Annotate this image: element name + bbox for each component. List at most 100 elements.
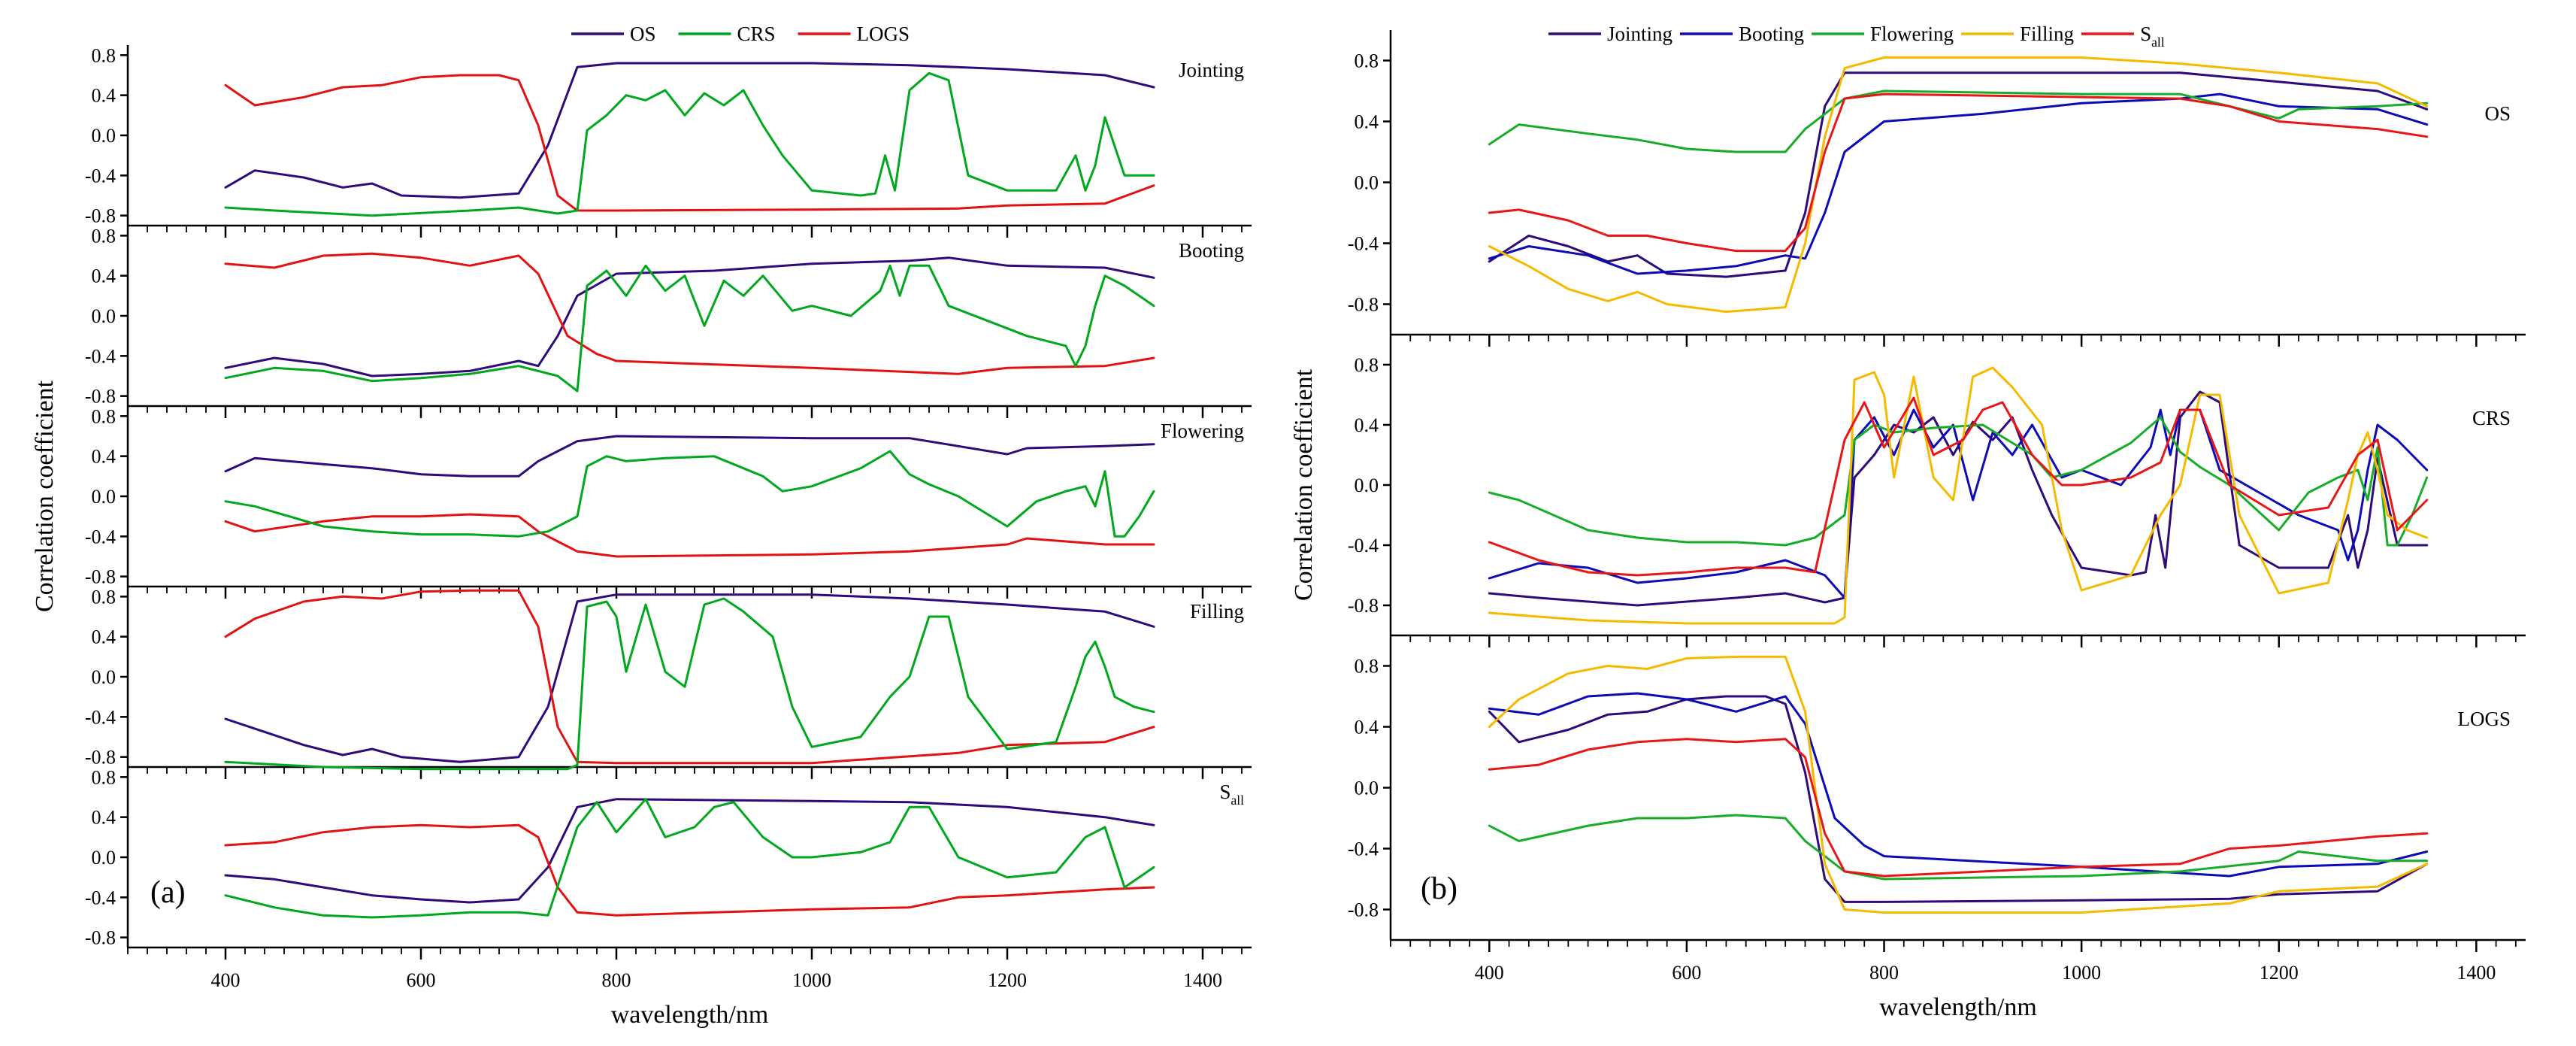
x-axis-title: wavelength/nm: [1879, 993, 2037, 1021]
series-line-b-jointing-logs: [1488, 695, 2429, 903]
legend-label-booting: Booting: [1739, 23, 1804, 45]
series-line-a-logs-booting: [224, 252, 1155, 375]
y-tick-label: 0.0: [92, 125, 117, 147]
series-line-b-booting-crs: [1488, 408, 2429, 599]
y-tick-label: 0.8: [1355, 354, 1379, 376]
legend-label-crs: CRS: [737, 23, 776, 45]
series-line-a-crs-filling: [224, 597, 1155, 771]
x-tick-label: 1200: [2260, 962, 2299, 984]
subplot-label-s-all: Sall: [1219, 781, 1244, 808]
x-tick-label: 400: [1475, 962, 1504, 984]
series-line-b-s-all-crs: [1488, 396, 2429, 577]
y-axis-title: Correlation coefficient: [31, 380, 59, 612]
x-tick-label: 1200: [988, 969, 1027, 991]
x-tick-label: 1000: [792, 969, 831, 991]
y-tick-label: -0.8: [1348, 899, 1379, 921]
y-tick-label: -0.8: [85, 386, 116, 408]
subplot-label-jointing: Jointing: [1179, 59, 1244, 81]
series-line-b-booting-os: [1488, 92, 2429, 275]
series-line-b-flowering-crs: [1488, 416, 2429, 547]
series-line-a-crs-flowering: [224, 450, 1155, 538]
series-line-a-logs-filling: [224, 589, 1155, 765]
panel-tag: (b): [1421, 872, 1458, 906]
y-tick-label: -0.4: [85, 345, 116, 367]
subplot-label-filling: Filling: [1190, 600, 1244, 623]
series-line-a-crs-jointing: [224, 71, 1155, 217]
x-axis-title: wavelength/nm: [611, 1001, 769, 1029]
subplot-label-logs: LOGS: [2457, 708, 2511, 730]
y-tick-label: 0.4: [92, 85, 117, 107]
series-line-a-logs-jointing: [224, 74, 1155, 212]
series-line-a-os-jointing: [224, 62, 1155, 199]
y-tick-label: 0.0: [92, 666, 117, 688]
y-tick-label: 0.4: [1355, 414, 1379, 436]
x-tick-label: 1000: [2062, 962, 2101, 984]
subplot-label-crs: CRS: [2472, 407, 2511, 429]
y-tick-label: -0.8: [1348, 595, 1379, 617]
series-line-b-jointing-crs: [1488, 390, 2429, 607]
y-tick-label: 0.8: [92, 225, 117, 247]
y-tick-label: -0.4: [85, 887, 116, 908]
y-tick-label: 0.0: [92, 486, 117, 508]
x-tick-label: 600: [1672, 962, 1701, 984]
y-tick-label: 0.0: [1355, 474, 1379, 496]
y-tick-label: 0.8: [92, 405, 117, 427]
series-line-b-flowering-logs: [1488, 814, 2429, 881]
series-line-a-logs-s-all: [224, 823, 1155, 917]
y-tick-label: 0.4: [1355, 717, 1379, 738]
legend-label-flowering: Flowering: [1870, 23, 1954, 45]
y-tick-label: 0.0: [1355, 172, 1379, 194]
y-tick-label: -0.4: [1348, 535, 1379, 556]
legend-label-jointing: Jointing: [1607, 23, 1672, 45]
y-tick-label: 0.8: [1355, 656, 1379, 678]
y-tick-label: -0.4: [1348, 838, 1379, 860]
x-tick-label: 400: [211, 969, 241, 991]
y-tick-label: -0.4: [1348, 233, 1379, 255]
series-line-a-logs-flowering: [224, 513, 1155, 558]
x-tick-label: 600: [407, 969, 436, 991]
y-axis-title: Correlation coefficient: [1290, 368, 1318, 601]
subplot-label-os: OS: [2484, 102, 2511, 125]
x-tick-label: 1400: [2456, 962, 2496, 984]
subplot-label-booting: Booting: [1179, 239, 1244, 262]
x-tick-label: 800: [602, 969, 631, 991]
legend-label-filling: Filling: [2020, 23, 2074, 45]
y-tick-label: 0.0: [92, 305, 117, 327]
y-tick-label: 0.4: [92, 446, 117, 468]
series-line-a-crs-booting: [224, 264, 1155, 393]
series-line-b-filling-os: [1488, 56, 2429, 314]
y-tick-label: 0.4: [92, 807, 117, 829]
y-tick-label: -0.8: [85, 205, 116, 227]
y-tick-label: 0.0: [1355, 778, 1379, 799]
series-line-b-s-all-logs: [1488, 738, 2429, 878]
y-tick-label: -0.8: [85, 927, 116, 949]
y-tick-label: 0.4: [1355, 111, 1379, 133]
series-line-a-os-flowering: [224, 435, 1155, 478]
series-line-b-filling-logs: [1488, 655, 2429, 914]
panel-tag: (a): [150, 875, 186, 910]
series-line-b-filling-crs: [1488, 366, 2429, 625]
y-tick-label: 0.8: [1355, 50, 1379, 72]
series-line-b-jointing-os: [1488, 71, 2429, 278]
subplot-label-flowering: Flowering: [1161, 420, 1244, 442]
legend-label-logs: LOGS: [857, 23, 910, 45]
y-tick-label: 0.8: [92, 766, 117, 788]
y-tick-label: -0.4: [85, 706, 116, 728]
series-line-b-booting-logs: [1488, 692, 2429, 878]
legend-label-s-all: Sall: [2140, 23, 2165, 50]
series-line-a-os-booting: [224, 256, 1155, 377]
y-tick-label: 0.4: [92, 626, 117, 648]
x-tick-label: 1400: [1183, 969, 1222, 991]
series-line-a-os-s-all: [224, 798, 1155, 904]
series-line-a-crs-s-all: [224, 798, 1155, 919]
legend-label-os: OS: [630, 23, 656, 45]
y-tick-label: -0.8: [1348, 294, 1379, 316]
y-tick-label: -0.8: [85, 747, 116, 769]
y-tick-label: 0.0: [92, 847, 117, 869]
y-tick-label: -0.8: [85, 566, 116, 588]
y-tick-label: -0.4: [85, 526, 116, 547]
x-tick-label: 800: [1869, 962, 1899, 984]
y-tick-label: 0.4: [92, 265, 117, 287]
y-tick-label: -0.4: [85, 165, 116, 186]
